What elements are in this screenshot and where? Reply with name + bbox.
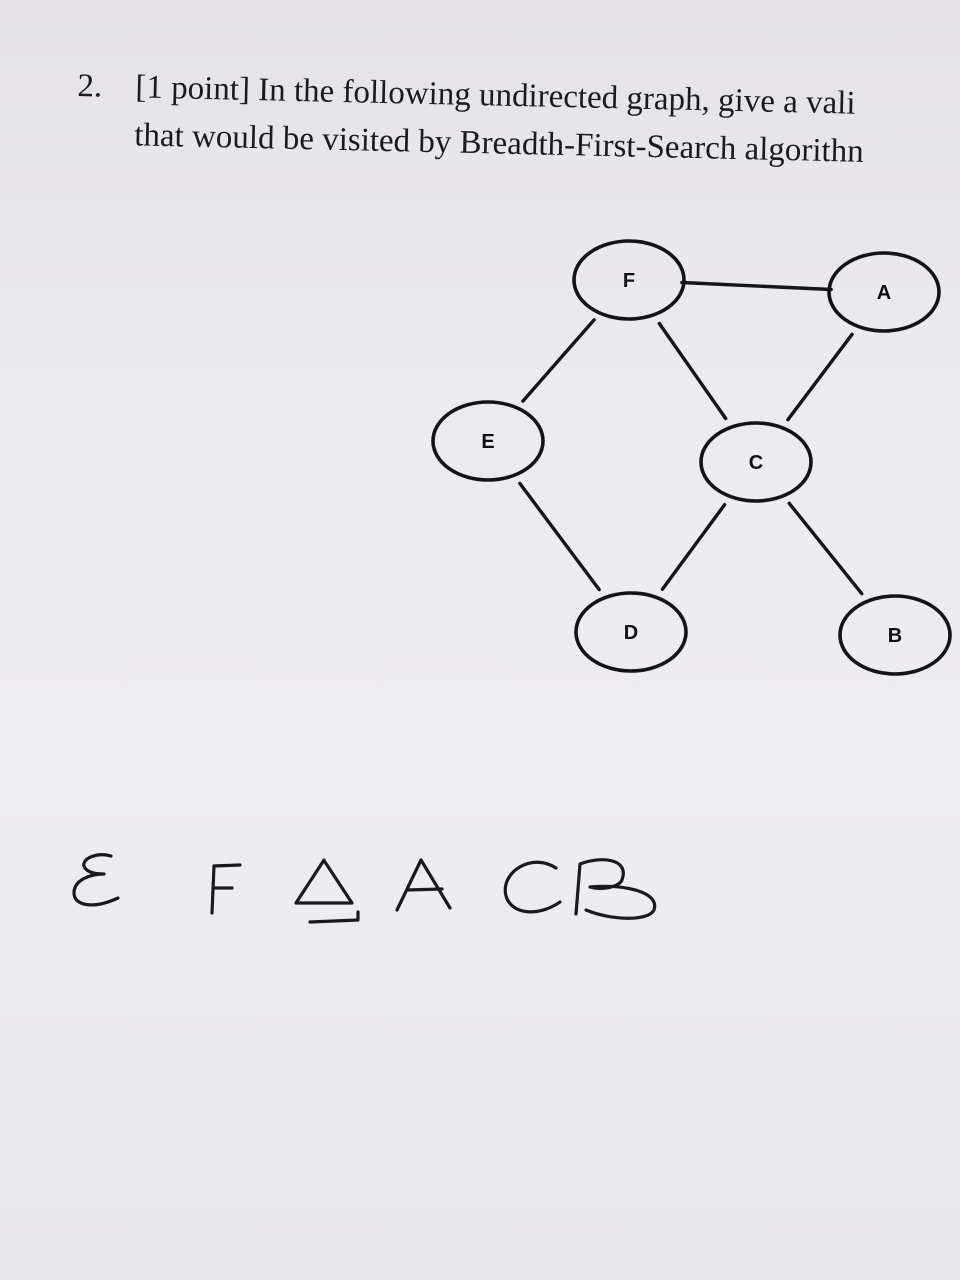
edge-c-b xyxy=(787,501,864,596)
node-a: A xyxy=(827,251,941,333)
node-circle xyxy=(699,421,813,503)
node-circle xyxy=(574,591,688,673)
node-label: F xyxy=(623,270,635,292)
node-label: D xyxy=(624,622,638,644)
handwritten-letter-f xyxy=(210,863,242,915)
handwritten-letter-e xyxy=(72,853,120,907)
node-label: E xyxy=(481,431,494,453)
node-b: B xyxy=(838,594,952,676)
node-circle xyxy=(838,594,952,676)
edge-e-d xyxy=(518,481,601,592)
node-circle xyxy=(572,239,686,321)
node-d: D xyxy=(574,591,688,673)
edge-a-c xyxy=(786,332,854,422)
edge-c-d xyxy=(660,503,727,591)
node-circle xyxy=(431,400,545,482)
node-f: F xyxy=(572,239,686,321)
edge-f-a xyxy=(680,280,833,292)
node-label: B xyxy=(888,625,902,647)
node-label: A xyxy=(877,282,891,304)
edge-f-e xyxy=(521,318,596,403)
handwritten-letter-b xyxy=(574,858,657,920)
graph-nodes: F A E C D B xyxy=(431,239,952,676)
handwritten-letter-d xyxy=(294,858,360,924)
node-e: E xyxy=(431,400,545,482)
handwritten-letter-c xyxy=(503,860,562,914)
node-label: C xyxy=(749,452,763,474)
edge-f-c xyxy=(657,321,728,421)
handwritten-letter-a xyxy=(395,858,452,912)
node-c: C xyxy=(699,421,813,503)
node-circle xyxy=(827,251,941,333)
graph-edges xyxy=(518,280,864,596)
